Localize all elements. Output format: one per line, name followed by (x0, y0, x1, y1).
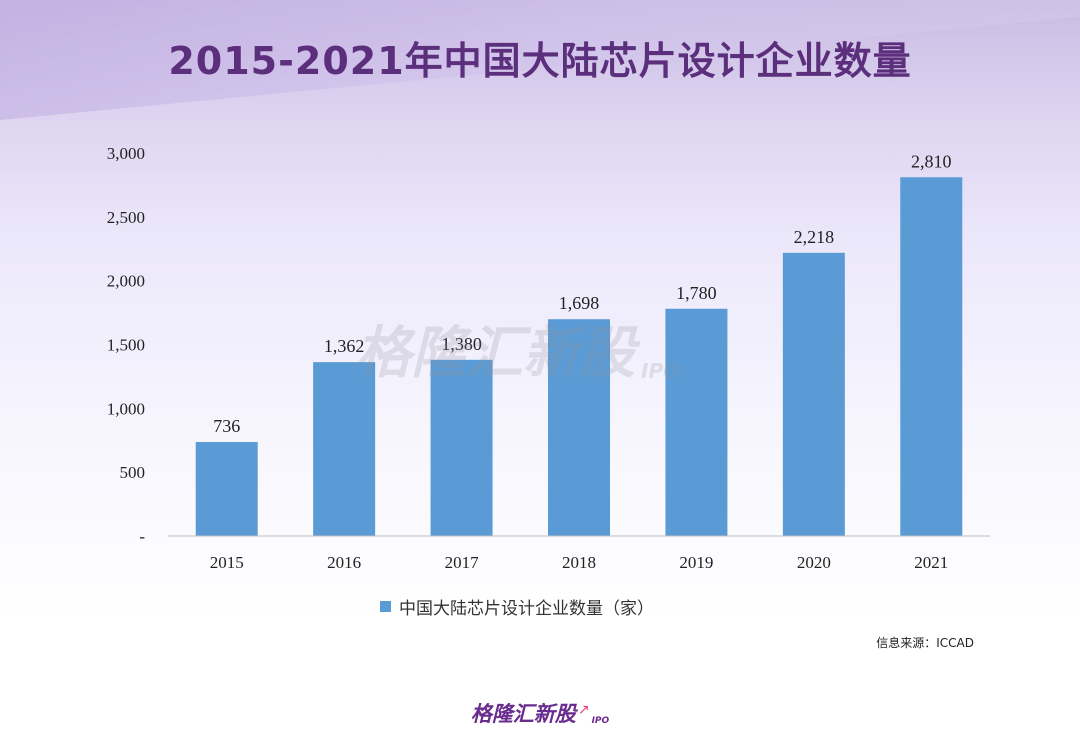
bar (548, 319, 610, 536)
x-tick-label: 2018 (562, 553, 596, 572)
data-label: 2,810 (911, 151, 952, 171)
y-tick-label: 1,500 (107, 336, 145, 355)
y-tick-label: 2,500 (107, 208, 145, 227)
y-tick-label: 3,000 (107, 144, 145, 163)
bar (430, 359, 493, 536)
x-tick-label: 2015 (210, 553, 244, 572)
x-tick-label: 2019 (679, 553, 713, 572)
y-tick-label: 1,000 (107, 399, 145, 418)
data-label: 1,362 (324, 336, 365, 356)
footer-logo-sub: IPO (591, 716, 610, 726)
bar (195, 442, 258, 536)
data-label: 1,698 (559, 293, 600, 313)
data-label: 736 (213, 416, 240, 436)
data-label: 2,218 (794, 227, 835, 247)
bar (900, 177, 963, 537)
legend-swatch (380, 601, 391, 612)
x-tick-label: 2020 (797, 553, 831, 572)
trend-arrow-icon: ↗ (577, 702, 590, 718)
watermark-sub: IPO (641, 359, 681, 383)
watermark-text: 格隆汇新股 (355, 321, 635, 386)
footer-logo: 格隆汇新股 ↗ IPO (0, 698, 1080, 728)
data-label: 1,780 (676, 283, 717, 303)
x-tick-label: 2017 (445, 553, 480, 572)
legend-label: 中国大陆芯片设计企业数量（家） (399, 599, 654, 619)
y-tick-label: 500 (120, 463, 146, 482)
source-note: 信息来源：ICCAD (876, 636, 974, 650)
chart-legend: 中国大陆芯片设计企业数量（家） (380, 594, 654, 619)
y-tick-label: - (139, 527, 145, 546)
bar (313, 362, 376, 536)
footer-logo-text: 格隆汇新股 (470, 702, 576, 726)
y-tick-label: 2,000 (107, 272, 145, 291)
bar (665, 308, 728, 536)
bar (782, 252, 845, 536)
x-tick-label: 2021 (914, 553, 948, 572)
watermark: 格隆汇新股 IPO (355, 308, 680, 389)
x-axis: 2015 2016 2017 2018 2019 2020 2021 (168, 535, 990, 572)
x-tick-label: 2016 (327, 553, 361, 572)
data-label: 1,380 (441, 334, 482, 354)
bars-group: 736 1,362 1,380 1,698 1,780 2,218 2,810 (195, 151, 963, 537)
y-axis: - 500 1,000 1,500 2,000 2,500 3,000 (107, 144, 146, 546)
page-title: 2015-2021年中国大陆芯片设计企业数量 (168, 39, 912, 83)
